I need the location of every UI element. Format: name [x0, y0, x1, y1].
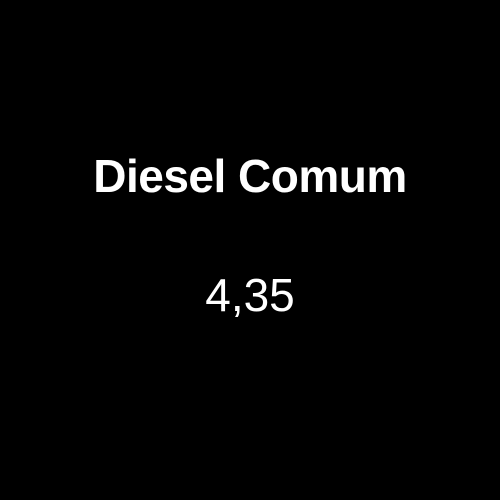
product-name: Diesel Comum [93, 150, 407, 202]
product-price: 4,35 [205, 269, 295, 321]
